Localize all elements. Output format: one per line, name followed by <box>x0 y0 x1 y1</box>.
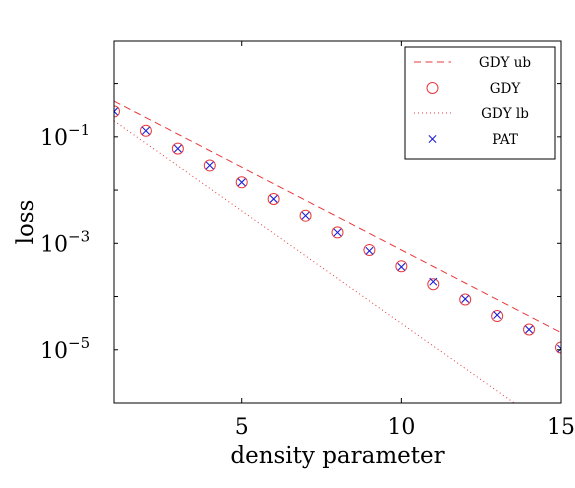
x-tick-label: 5 <box>235 415 249 440</box>
pat-point <box>557 344 561 353</box>
y-axis-label: loss <box>13 200 39 245</box>
gdy-point <box>139 124 152 137</box>
pat-point-stroke <box>269 194 278 203</box>
pat-point-stroke <box>493 311 502 319</box>
pat-point <box>237 178 246 187</box>
legend-label: GDY ub <box>479 55 531 71</box>
legend-label: GDY <box>490 81 522 97</box>
y-tick-label: 10−1 <box>40 121 90 151</box>
pat-point-stroke <box>301 211 310 220</box>
gdy-point <box>363 243 376 256</box>
y-tick-label: 10−5 <box>40 334 90 364</box>
gdy-point <box>114 105 120 118</box>
pat-point-stroke <box>333 228 342 237</box>
gdy-point <box>171 142 184 155</box>
pat-point-stroke <box>461 294 470 303</box>
pat-point <box>269 194 278 203</box>
gdy-point <box>267 192 280 205</box>
gdy-point <box>523 323 536 336</box>
pat-point-stroke <box>173 144 182 153</box>
gdy-lb-line <box>114 120 516 403</box>
pat-point-stroke <box>557 347 561 353</box>
pat-point <box>301 211 310 220</box>
y-tick-label: 10−3 <box>40 227 90 257</box>
plot-frame <box>113 40 562 404</box>
x-axis-label: density parameter <box>230 443 444 469</box>
gdy-point <box>459 293 472 306</box>
pat-point <box>429 277 438 286</box>
legend-label: PAT <box>492 132 518 148</box>
pat-point-stroke <box>114 110 118 116</box>
pat-point <box>365 246 374 255</box>
pat-point-stroke <box>205 161 214 170</box>
pat-point <box>525 325 534 334</box>
pat-point-stroke <box>237 178 246 187</box>
pat-point-stroke <box>397 262 406 271</box>
pat-point <box>114 107 118 116</box>
pat-point-stroke <box>429 277 438 286</box>
gdy-ub-line <box>114 100 561 334</box>
pat-point-stroke <box>365 246 374 255</box>
pat-point <box>461 294 470 303</box>
pat-point <box>205 161 214 170</box>
pat-point <box>397 262 406 271</box>
pat-point-stroke <box>114 107 118 113</box>
gdy-point <box>491 310 504 323</box>
x-axis-ticks: 5 10 15 <box>235 41 575 440</box>
legend-box <box>404 46 556 160</box>
x-tick-label: 10 <box>387 415 415 440</box>
legend-label: GDY lb <box>481 106 529 122</box>
legend-sample-pat-stroke <box>428 135 437 143</box>
legend: GDY ub GDY GDY lb PAT <box>404 46 556 160</box>
pat-point <box>333 228 342 237</box>
pat-point <box>173 144 182 153</box>
legend-sample-pat <box>428 135 437 143</box>
gdy-point <box>235 176 248 189</box>
gdy-point <box>395 260 408 273</box>
gdy-point <box>427 278 440 291</box>
pat-point <box>141 126 150 135</box>
gdy-point <box>555 341 561 354</box>
pat-point-stroke <box>525 325 534 334</box>
pat-point-stroke <box>557 344 561 350</box>
pat-point-stroke <box>141 126 150 135</box>
gdy-point <box>299 209 312 222</box>
gdy-point <box>203 159 216 172</box>
series-layer <box>114 100 561 403</box>
y-axis-ticks: 10−1 10−3 10−5 <box>40 83 561 404</box>
legend-sample-gdy <box>426 82 439 94</box>
x-tick-label: 15 <box>547 415 575 440</box>
pat-point <box>493 311 502 319</box>
gdy-point <box>331 226 344 239</box>
